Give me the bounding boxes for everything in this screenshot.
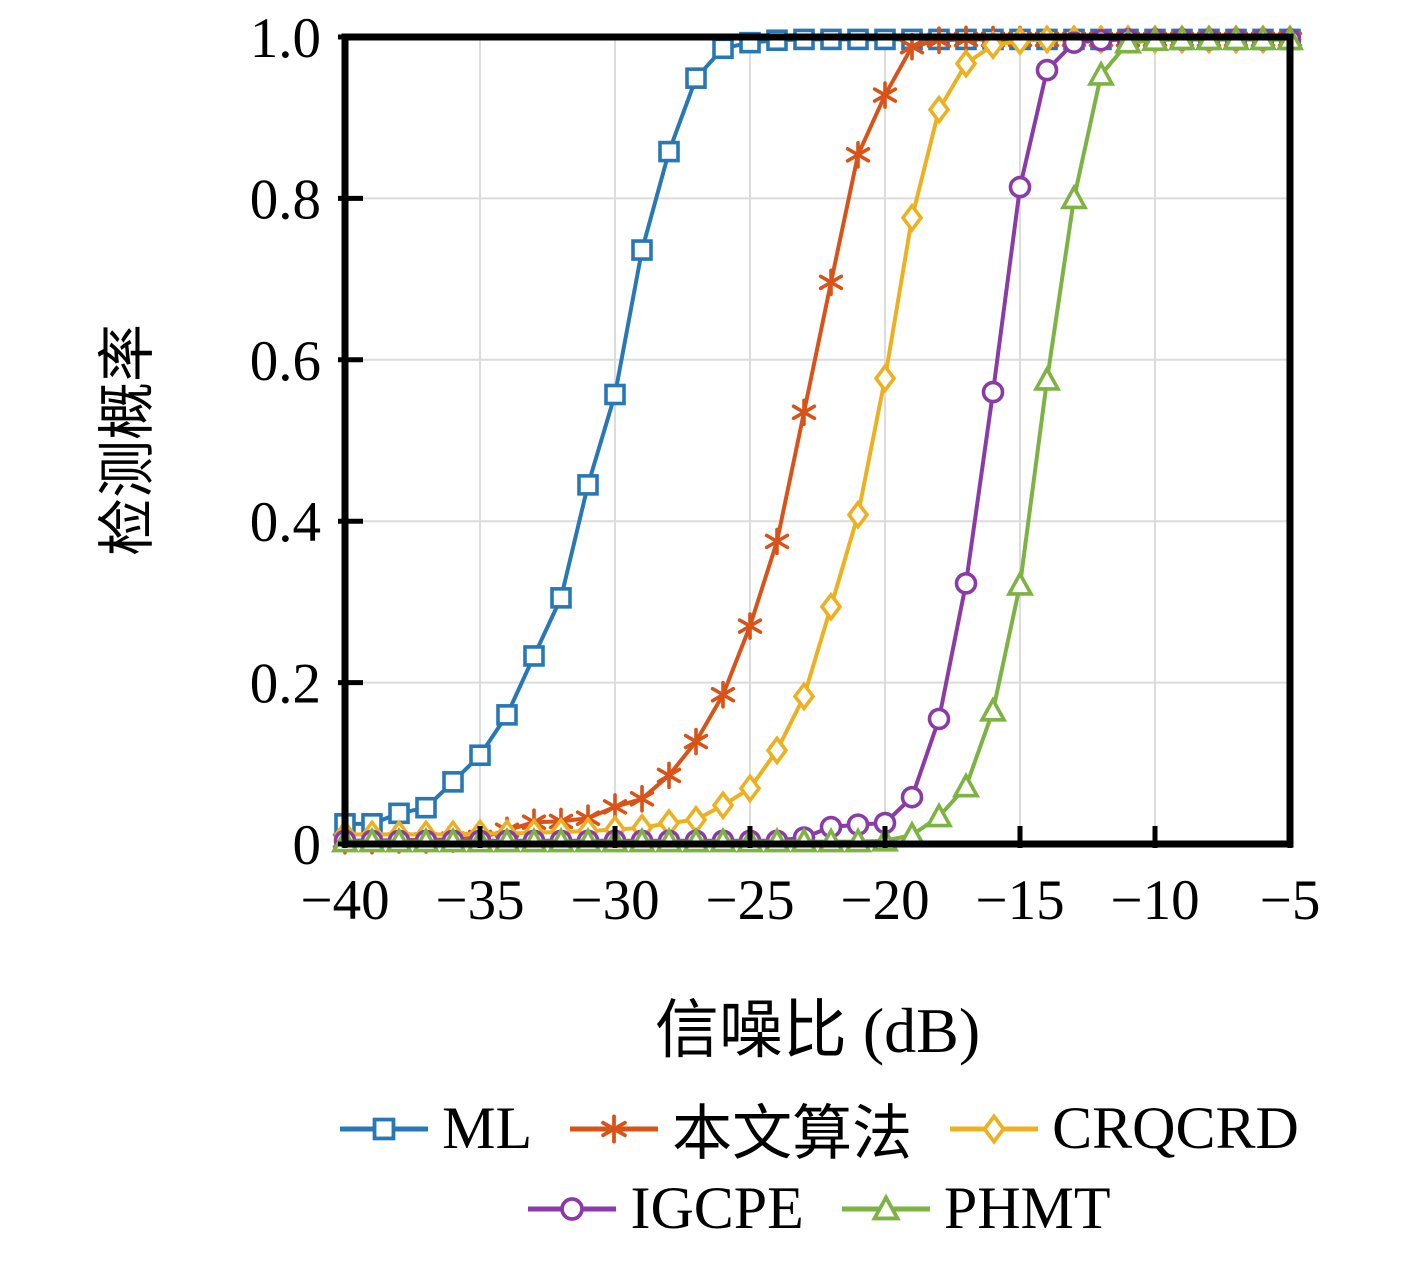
y-tick-label: 0.4: [250, 491, 321, 554]
x-tick-label: −30: [570, 869, 659, 932]
triangle-marker-icon: [841, 1193, 930, 1220]
asterisk-marker-icon: [570, 1114, 659, 1143]
legend-label: IGCPE: [630, 1175, 804, 1241]
legend-label: CRQCRD: [1052, 1095, 1299, 1161]
legend-item-ML: ML: [336, 1094, 532, 1163]
legend-item-IGCPE: IGCPE: [524, 1174, 804, 1243]
x-tick-label: −35: [435, 869, 524, 932]
x-tick-label: −20: [840, 869, 929, 932]
y-tick-label: 0.2: [250, 653, 321, 716]
grid: [345, 37, 1290, 844]
x-tick-label: −10: [1110, 869, 1199, 932]
legend-label: 本文算法: [672, 1101, 913, 1167]
legend-item-PHMT: PHMT: [838, 1174, 1111, 1243]
y-tick-label: 0: [293, 814, 322, 877]
x-tick-label: −25: [705, 869, 794, 932]
diamond-marker-icon: [950, 1112, 1039, 1145]
ticks: −40 −35 −30 −25 −20 −15 −10 −5 0 0.2 0.4 0.6 0.8 1.0: [250, 7, 1321, 932]
x-axis-label: 信噪比 (dB): [654, 995, 981, 1066]
y-tick-label: 1.0: [250, 7, 321, 70]
legend-item-CRQCRD: CRQCRD: [946, 1094, 1299, 1163]
legend-item-本文算法: 本文算法: [566, 1085, 912, 1172]
legend: ML 本文算法 CRQCRD IGCPE PHMT: [305, 1085, 1330, 1243]
y-tick-label: 0.6: [250, 330, 321, 393]
axes-box: [341, 33, 1294, 848]
y-axis-label: 检测概率: [95, 324, 160, 557]
legend-label: ML: [442, 1095, 533, 1161]
legend-label: PHMT: [943, 1175, 1111, 1241]
legend-row: ML 本文算法 CRQCRD: [336, 1085, 1299, 1172]
x-tick-label: −5: [1260, 869, 1321, 932]
circle-marker-icon: [528, 1196, 617, 1221]
x-tick-label: −40: [300, 869, 389, 932]
y-tick-label: 0.8: [250, 168, 321, 231]
legend-row: IGCPE PHMT: [524, 1174, 1111, 1243]
x-tick-label: −15: [975, 869, 1064, 932]
square-marker-icon: [340, 1117, 429, 1140]
